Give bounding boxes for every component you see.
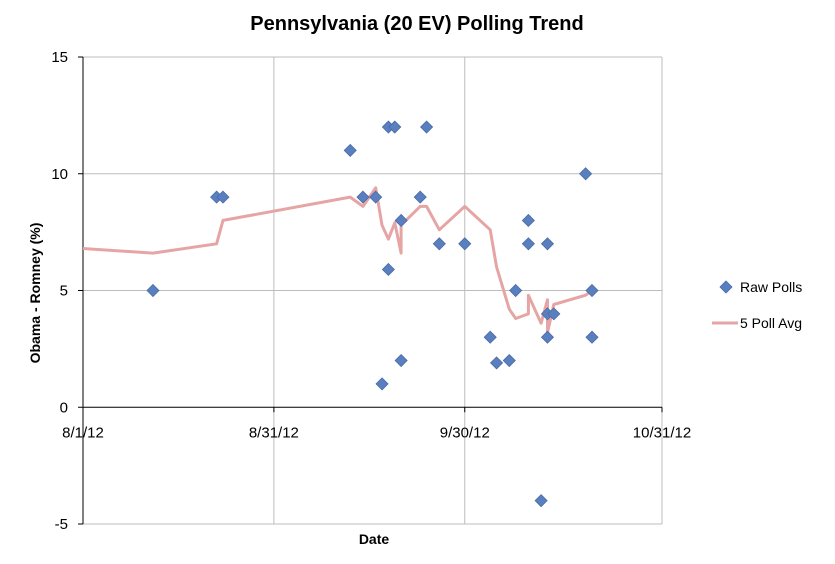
legend-label-5-poll-avg: 5 Poll Avg [740, 315, 802, 331]
raw-poll-point [534, 494, 548, 508]
raw-polls-layer [146, 120, 599, 508]
legend: Raw Polls 5 Poll Avg [712, 279, 802, 331]
raw-poll-point [216, 190, 230, 204]
y-tick-label: -5 [55, 516, 68, 533]
raw-poll-point [458, 237, 472, 251]
raw-poll-point [432, 237, 446, 251]
avg-line [82, 186, 593, 334]
raw-poll-point [540, 237, 555, 251]
raw-poll-point [146, 283, 160, 298]
raw-poll-point [343, 143, 357, 157]
raw-poll-point [509, 283, 523, 298]
raw-poll-point [388, 120, 402, 134]
raw-poll-point [375, 377, 389, 391]
y-tick-label: 5 [60, 283, 68, 300]
raw-poll-point [394, 213, 408, 228]
y-tick-label: 15 [51, 49, 68, 66]
raw-poll-point [420, 120, 434, 134]
raw-poll-point [502, 353, 516, 368]
raw-poll-point [585, 330, 599, 344]
chart-title: Pennsylvania (20 EV) Polling Trend [250, 13, 583, 35]
grid [82, 56, 663, 525]
legend-label-raw-polls: Raw Polls [740, 279, 802, 295]
raw-poll-point [483, 330, 497, 344]
legend-item-5-poll-avg: 5 Poll Avg [712, 315, 802, 331]
raw-poll-point [369, 190, 383, 204]
x-tick-label: 8/31/12 [249, 424, 299, 441]
legend-marker-raw-polls [719, 280, 733, 294]
y-tick-label: 10 [51, 166, 68, 183]
x-tick-label: 10/31/12 [633, 424, 691, 441]
raw-poll-point [521, 213, 535, 228]
raw-poll-point [356, 190, 370, 204]
raw-poll-point [394, 353, 408, 368]
x-axis-title: Date [359, 531, 390, 547]
x-tick-label: 9/30/12 [440, 424, 490, 441]
raw-poll-point [413, 190, 427, 204]
raw-poll-point [521, 237, 535, 251]
y-tick-label: 0 [60, 399, 68, 416]
raw-poll-point [540, 330, 555, 344]
raw-poll-point [579, 167, 593, 181]
legend-item-raw-polls: Raw Polls [719, 279, 802, 295]
avg-line-layer [82, 186, 593, 334]
raw-poll-point [585, 283, 599, 298]
raw-poll-point [381, 262, 395, 277]
raw-poll-point [490, 356, 504, 370]
y-axis-title: Obama - Romney (%) [27, 223, 43, 364]
raw-poll-point [547, 307, 561, 321]
